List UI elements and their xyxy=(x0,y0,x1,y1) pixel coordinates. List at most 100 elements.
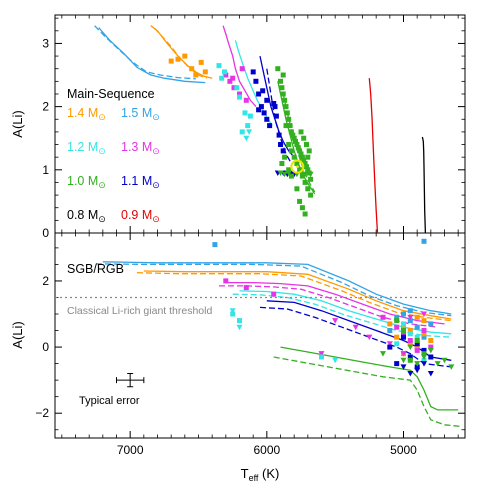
top-star-6-39 xyxy=(304,142,309,147)
top-star-6-35 xyxy=(299,205,305,211)
bottom-star-6-5 xyxy=(394,361,400,367)
bottom-star-1-1 xyxy=(407,328,413,333)
top-star-6-42 xyxy=(288,173,294,179)
top-star-6-24 xyxy=(283,123,289,129)
top-star-4-14 xyxy=(272,104,278,110)
typical-error-bar xyxy=(116,373,145,388)
top-star-0-1 xyxy=(168,58,174,64)
bottom-star-4-4 xyxy=(407,331,413,337)
bottom-star-0-2 xyxy=(401,311,406,317)
top-star-2-2 xyxy=(219,75,225,81)
legend-mass-1.0: 1.0 M⊙ xyxy=(67,174,106,190)
top-star-2-1 xyxy=(222,69,227,75)
bottom-star-8-0 xyxy=(401,328,406,333)
sun-marker xyxy=(290,159,305,174)
top-star-6-43 xyxy=(282,154,288,160)
top-star-6-36 xyxy=(302,211,308,217)
bottom-star-0-3 xyxy=(407,318,413,324)
top-star-7-7-upper-limit xyxy=(307,171,314,178)
bottom-star-3-6-upper-limit xyxy=(318,351,325,357)
bottom-star-0-8 xyxy=(387,328,393,333)
top-star-6-46 xyxy=(305,154,311,160)
sun-marker-dot xyxy=(296,165,299,168)
bottom-star-4-1 xyxy=(237,318,242,324)
top-star-7-1-upper-limit xyxy=(281,171,288,178)
top-star-6-10 xyxy=(302,161,308,166)
top-star-6-29 xyxy=(297,167,303,173)
top-star-1-5 xyxy=(230,75,236,81)
bottom-star-9-8-upper-limit xyxy=(407,344,414,351)
bottom-track-1.5-dashed-6 xyxy=(95,263,452,317)
top-star-4-4 xyxy=(261,110,267,116)
bottom-star-9-4-upper-limit xyxy=(434,361,441,367)
bottom-star-1-3 xyxy=(421,331,427,337)
top-star-6-44 xyxy=(279,161,285,166)
top-star-6-26 xyxy=(288,148,294,154)
bottom-star-1-5 xyxy=(394,334,400,340)
top-track-1.1-solid-6 xyxy=(259,55,295,158)
bottom-star-0-5 xyxy=(394,314,400,320)
top-star-0-3 xyxy=(202,69,208,75)
top-y-axis-label: A(Li) xyxy=(10,110,25,137)
top-star-6-19 xyxy=(298,151,304,157)
bottom-star-5-2-upper-limit xyxy=(332,357,339,364)
bottom-star-4-3 xyxy=(401,321,406,327)
top-star-2-8 xyxy=(234,85,240,91)
top-star-6-4 xyxy=(286,116,292,122)
bottom-star-4-6 xyxy=(421,357,427,363)
top-star-4-12 xyxy=(278,142,283,147)
top-star-6-5 xyxy=(288,129,294,135)
top-star-6-1 xyxy=(278,78,283,84)
bottom-star-6-2 xyxy=(414,341,420,347)
bottom-star-4-7 xyxy=(394,341,400,347)
top-ytick-label-1: 1 xyxy=(42,163,49,177)
bottom-star-8-4 xyxy=(407,357,413,363)
top-star-4-11 xyxy=(276,132,282,138)
top-track-1.3-solid-4 xyxy=(222,25,257,108)
top-star-0-4 xyxy=(198,59,204,65)
top-star-6-6 xyxy=(291,135,297,141)
top-star-6-2 xyxy=(280,91,286,97)
bottom-star-3-3-upper-limit xyxy=(400,351,407,357)
top-star-6-17 xyxy=(293,138,298,144)
bottom-star-7-4-upper-limit xyxy=(427,371,434,377)
bottom-star-6-6 xyxy=(414,364,420,370)
bottom-star-2-5 xyxy=(414,347,420,353)
bottom-star-7-2-upper-limit xyxy=(421,361,427,367)
top-track-1.5-solid-0 xyxy=(98,27,206,84)
top-star-6-41 xyxy=(286,167,292,173)
bottom-star-8-1 xyxy=(414,338,420,343)
legend-mass-0.9: 0.9 M⊙ xyxy=(121,208,160,224)
bottom-star-0-1 xyxy=(421,238,427,244)
bottom-star-3-4-upper-limit xyxy=(407,314,414,321)
top-star-6-28 xyxy=(294,161,300,166)
bottom-track-1.1-dashed-10 xyxy=(259,306,452,368)
top-star-4-2 xyxy=(256,91,262,97)
top-star-6-0 xyxy=(275,66,281,72)
bottom-star-7-1-upper-limit xyxy=(414,367,421,374)
bottom-star-3-7-upper-limit xyxy=(332,318,339,324)
top-star-4-1 xyxy=(253,78,259,84)
legend-mass-0.8: 0.8 M⊙ xyxy=(67,208,106,224)
bottom-star-2-9 xyxy=(380,314,386,320)
top-star-4-13 xyxy=(280,148,286,154)
top-track-1.2-solid-5 xyxy=(234,40,273,126)
bottom-star-6-7 xyxy=(387,344,393,350)
bottom-track-1.0-dashed-11 xyxy=(273,356,461,428)
top-star-2-3 xyxy=(237,94,242,100)
top-star-4-15 xyxy=(260,88,266,94)
top-star-3-0-upper-limit xyxy=(243,135,250,142)
top-star-7-2-upper-limit xyxy=(285,170,292,176)
top-star-6-34 xyxy=(297,198,303,204)
bottom-panel-tracks xyxy=(95,261,461,428)
legend-mass-1.3: 1.3 M⊙ xyxy=(121,140,160,156)
bottom-star-1-4 xyxy=(428,338,434,343)
top-star-4-3 xyxy=(258,104,264,110)
top-track-1.4-solid-2 xyxy=(150,25,213,79)
bottom-star-2-8 xyxy=(428,344,434,350)
top-star-6-9 xyxy=(299,154,305,160)
top-star-6-32 xyxy=(305,186,311,192)
xtick-label-6000: 6000 xyxy=(253,443,280,457)
top-star-6-7 xyxy=(294,142,300,147)
